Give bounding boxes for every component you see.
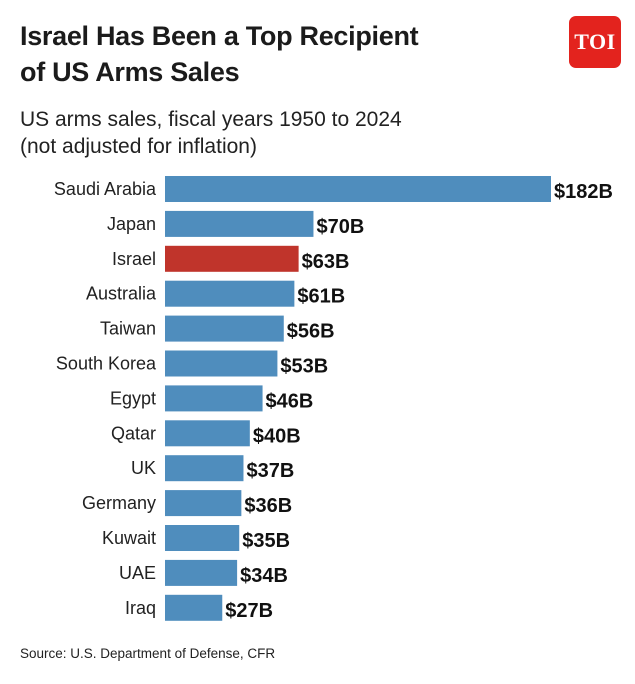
title-line-2: of US Arms Sales [20, 57, 240, 87]
value-label-germany: $36B [244, 495, 292, 517]
source-note: Source: U.S. Department of Defense, CFR [20, 646, 276, 661]
bar-saudi-arabia [165, 176, 551, 202]
category-label-japan: Japan [107, 214, 156, 234]
category-label-kuwait: Kuwait [102, 528, 156, 548]
value-label-qatar: $40B [253, 425, 301, 447]
bar-egypt [165, 385, 263, 412]
value-label-israel: $63B [302, 251, 350, 273]
subtitle-line-1: US arms sales, fiscal years 1950 to 2024 [20, 108, 402, 131]
value-label-egypt: $46B [266, 390, 314, 412]
bar-uae [165, 559, 238, 586]
value-label-saudi-arabia: $182B [554, 181, 613, 203]
bar-south-korea [165, 350, 278, 377]
category-label-uk: UK [131, 458, 156, 478]
category-label-taiwan: Taiwan [100, 319, 156, 339]
subtitle-line-2: (not adjusted for inflation) [20, 135, 257, 158]
bar-kuwait [165, 525, 240, 551]
bar-australia [165, 280, 295, 307]
category-label-israel: Israel [112, 249, 156, 269]
bar-israel [165, 245, 299, 272]
value-label-kuwait: $35B [242, 530, 290, 552]
bar-germany [165, 490, 242, 517]
title-line-1: Israel Has Been a Top Recipient [20, 21, 419, 51]
category-label-qatar: Qatar [111, 423, 156, 443]
value-label-uae: $34B [240, 565, 288, 587]
value-label-australia: $61B [297, 286, 345, 308]
category-label-australia: Australia [86, 284, 157, 304]
bar-japan [165, 210, 314, 237]
toi-logo: TOI [569, 16, 621, 68]
bar-taiwan [165, 315, 284, 342]
bar-iraq [165, 594, 223, 621]
category-label-egypt: Egypt [110, 388, 156, 408]
category-label-south-korea: South Korea [56, 354, 157, 374]
value-label-uk: $37B [246, 460, 294, 482]
category-label-saudi-arabia: Saudi Arabia [54, 179, 157, 199]
value-label-taiwan: $56B [287, 321, 335, 343]
value-label-japan: $70B [316, 216, 364, 238]
category-label-germany: Germany [82, 493, 156, 513]
bar-chart: Saudi Arabia $182B Japan $70B Israel $63B Aust… [54, 176, 613, 622]
category-label-uae: UAE [119, 563, 156, 583]
chart-title: Israel Has Been a Top Recipient of US Ar… [20, 18, 540, 90]
chart-subtitle: US arms sales, fiscal years 1950 to 2024… [20, 106, 402, 160]
category-label-iraq: Iraq [125, 598, 156, 618]
bar-qatar [165, 420, 250, 447]
bar-uk [165, 455, 244, 482]
value-label-south-korea: $53B [280, 356, 328, 378]
value-label-iraq: $27B [225, 600, 273, 622]
